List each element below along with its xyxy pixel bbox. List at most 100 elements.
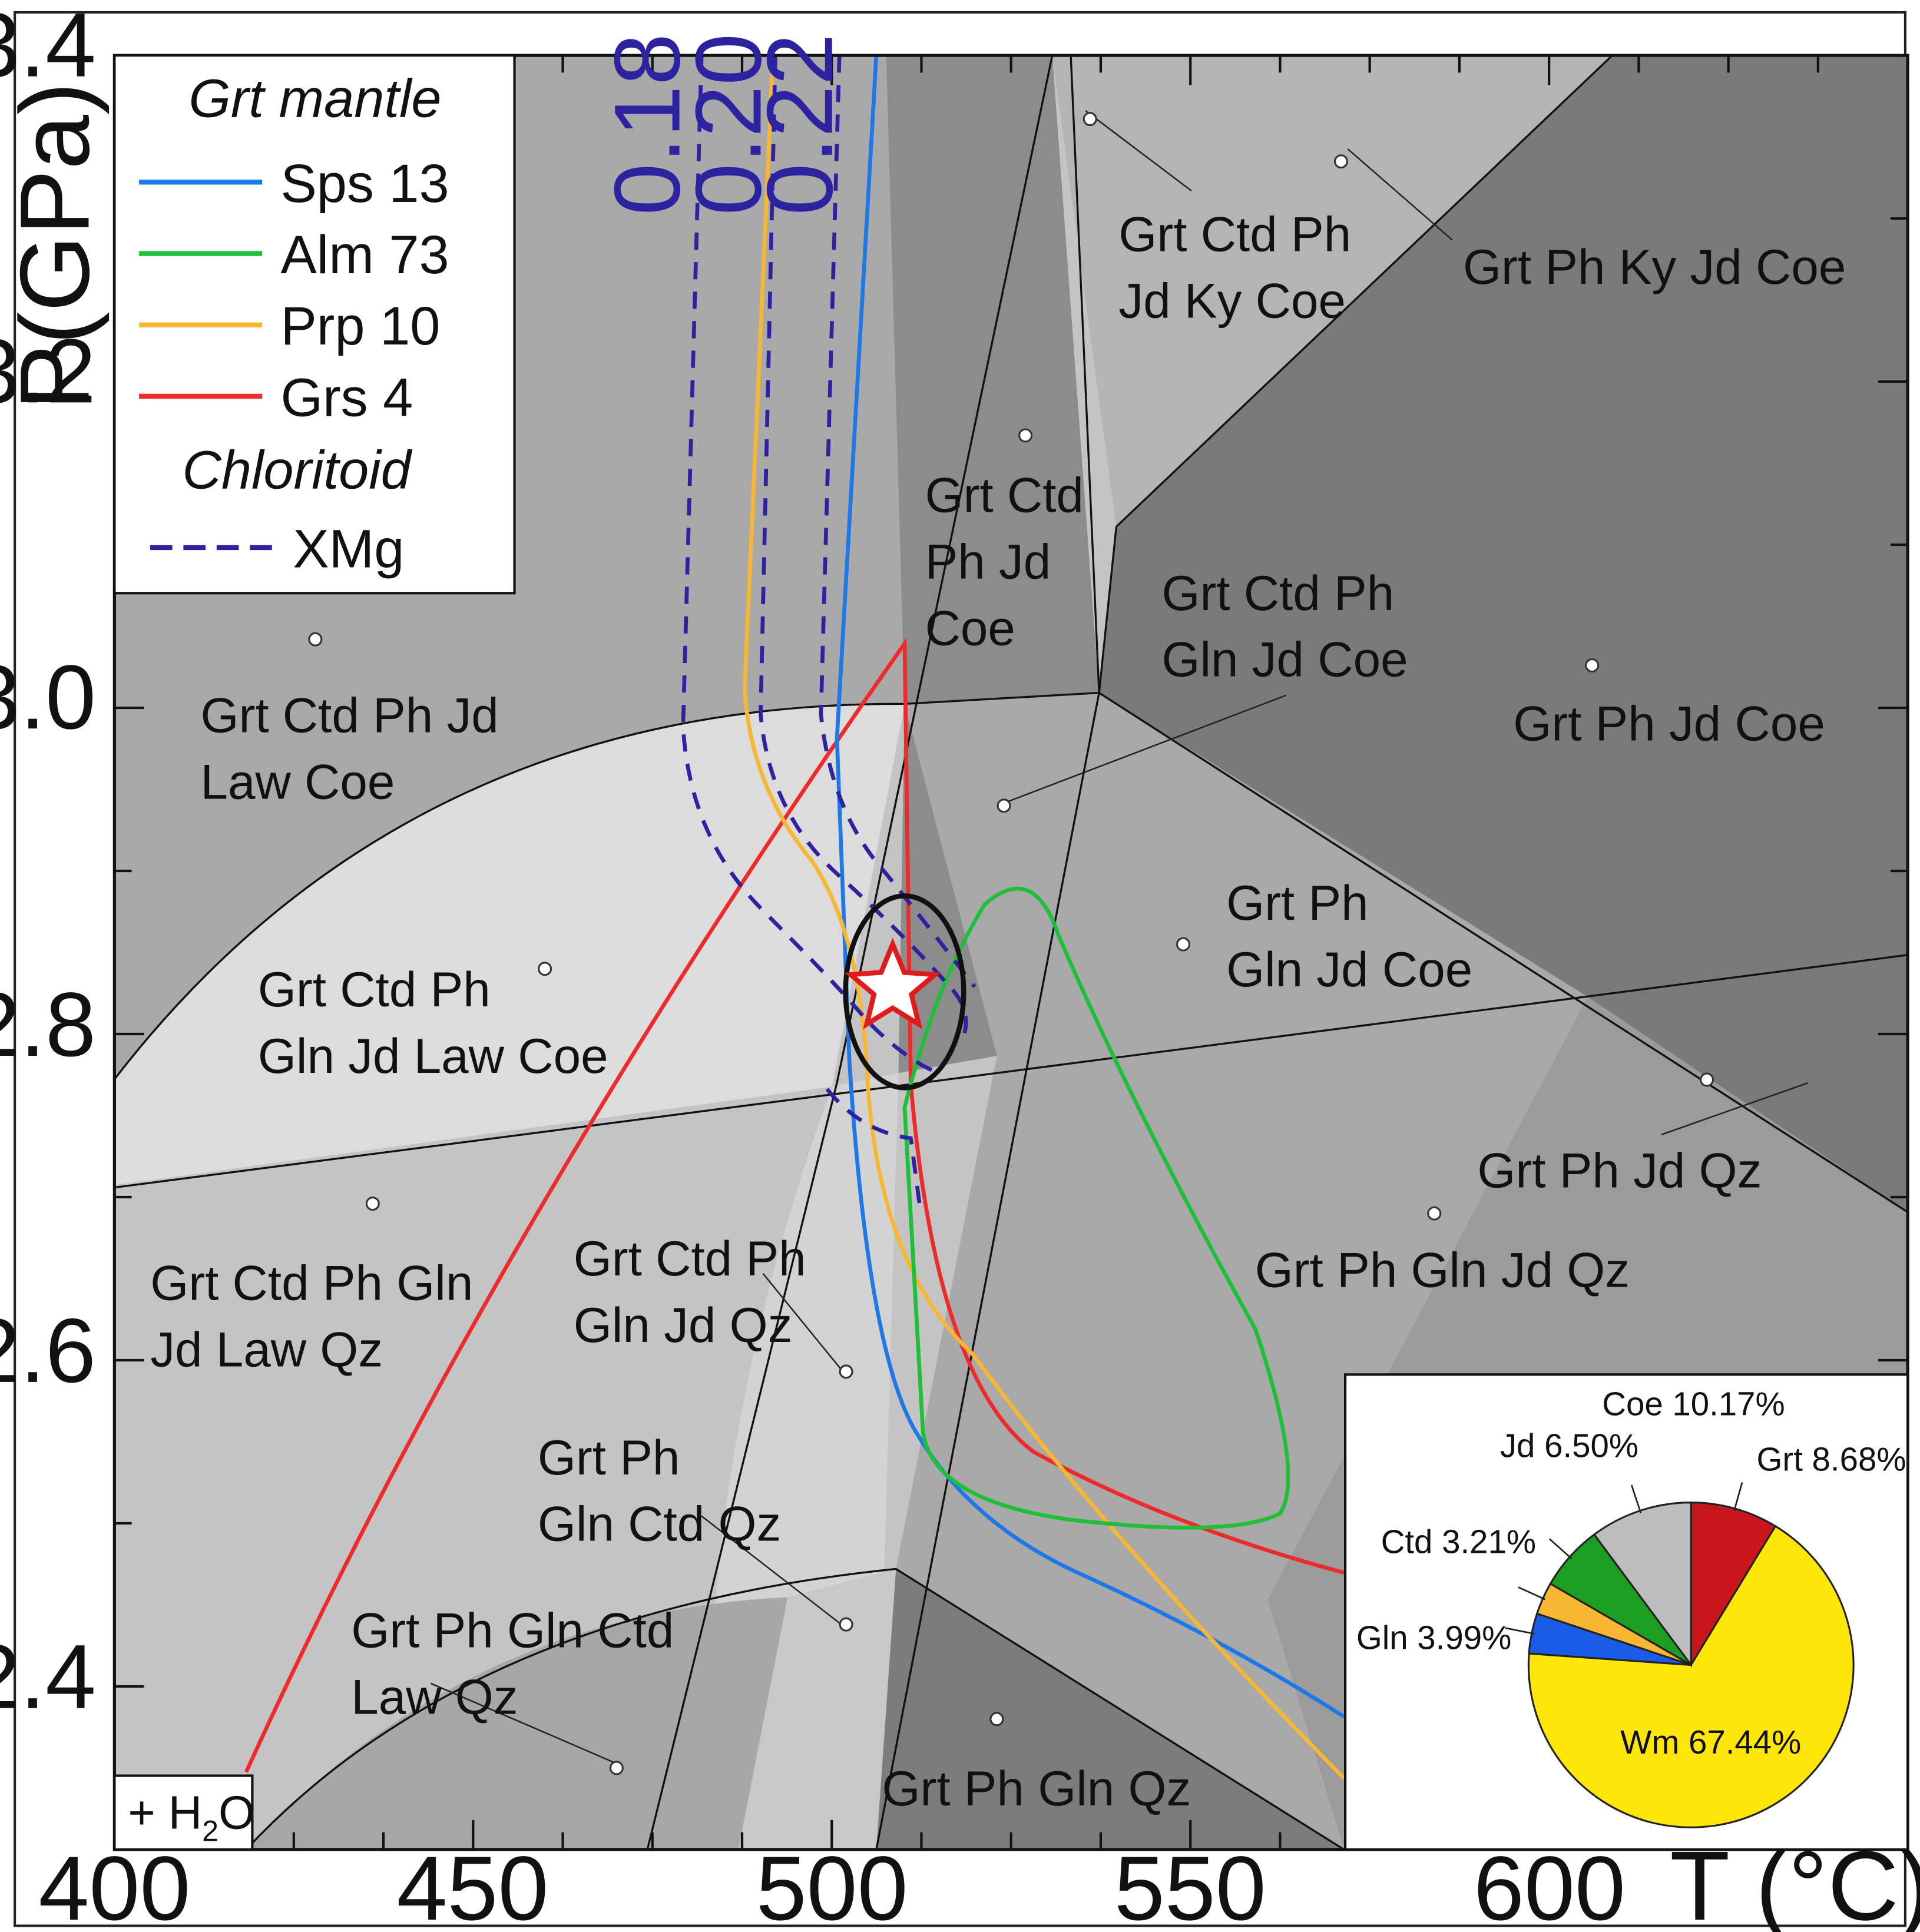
boundary-lower-dome [245, 1568, 1345, 1850]
pointer [1085, 110, 1192, 191]
isopleth-grs [244, 637, 1345, 1773]
pointer [1661, 1082, 1809, 1135]
label-pointer-lines [430, 110, 1809, 1765]
field-label: Grt Ph Gln Ctd [351, 1602, 674, 1658]
legend-label: XMg [293, 519, 404, 579]
field-marker [1585, 658, 1600, 673]
x-tick-label: 500 [756, 1837, 908, 1932]
field-marker [365, 1197, 380, 1211]
xmg-label-020: 0.20 [676, 34, 780, 216]
y-tick-label: 2.6 [0, 1300, 96, 1401]
field-label: Gln Jd Coe [1161, 632, 1408, 687]
phase-boundaries [114, 55, 1908, 1850]
modal-abundance-pie: Grt 8.68% Wm 67.44% Gln 3.99% Ctd 3.21% Jd 6… [1344, 1373, 1909, 1851]
x-tick-label: 400 [38, 1837, 190, 1932]
pie-leader [1630, 1484, 1642, 1513]
field-marker [839, 1364, 853, 1379]
pointer [430, 1682, 620, 1765]
field-marker [1700, 1072, 1714, 1087]
field-marker [839, 1617, 853, 1632]
pie-label: Gln 3.99% [1356, 1619, 1511, 1656]
peak-pt-star [844, 937, 941, 1030]
field-grt-ph-gln-ctd-law-qz [246, 1597, 788, 1850]
y-tick-label: 3.2 [0, 320, 96, 422]
field-grt-ctd-ph-jd-coe [886, 55, 1100, 704]
x-tick-label: 550 [1114, 1837, 1266, 1932]
field-label: Gln Jd Qz [574, 1297, 793, 1353]
pie-label: Grt 8.68% [1757, 1440, 1906, 1477]
field-label: Grt Ctd Ph [1118, 206, 1351, 261]
field-label: Grt Ctd Ph [258, 962, 491, 1017]
x-axis: 400 450 500 550 600 T (°C) [38, 1831, 1920, 1932]
field-label: Grt Ctd Ph [574, 1231, 806, 1286]
field-label: Grt Ph Gln Qz [882, 1761, 1191, 1816]
legend-label: Prp 10 [280, 296, 440, 356]
boundary-ky-in [1115, 55, 1613, 528]
h2o-label: + H2O [128, 1786, 254, 1847]
legend-title-grt-mantle: Grt mantle [188, 69, 441, 129]
field-marker [997, 798, 1011, 813]
legend-label: Alm 73 [280, 225, 449, 285]
x-tick-label: 450 [396, 1837, 548, 1932]
field-label: Ph Jd [925, 533, 1051, 589]
pointer [701, 1515, 845, 1628]
boundary-qz-coe [114, 954, 1908, 1189]
field-label: Jd Law Qz [150, 1321, 383, 1377]
field-label: Grt Ctd [925, 468, 1084, 523]
isopleth-xmg-022 [819, 55, 976, 989]
field-label: Law Qz [351, 1669, 518, 1724]
field-label: Coe [925, 600, 1015, 655]
pie-leader [1505, 1627, 1535, 1635]
field-marker [1427, 1206, 1442, 1221]
field-label: Gln Jd Law Coe [258, 1028, 608, 1083]
pie-label: Jd 6.50% [1500, 1427, 1638, 1464]
y-tick-label: 3.4 [0, 0, 96, 96]
field-grt-ctd-ph-gln-jd-law-coe [114, 704, 905, 1185]
y-axis-title: P(GPa) [0, 82, 110, 410]
field-label: Grt Ph Ky Jd Coe [1463, 239, 1846, 294]
pie-labels: Grt 8.68% Wm 67.44% Gln 3.99% Ctd 3.21% Jd 6… [1356, 1385, 1906, 1761]
xmg-label-018: 0.18 [595, 34, 700, 216]
pie-label: Coe 10.17% [1602, 1385, 1785, 1422]
h2o-note: + H2O [113, 1774, 255, 1851]
legend-label: Grs 4 [280, 367, 413, 428]
field-label: Law Coe [200, 754, 395, 809]
pointer [762, 1273, 845, 1374]
field-grt-ph-gln-qz [876, 1569, 1344, 1850]
xmg-isopleth-labels: 0.18 0.20 0.22 [595, 34, 852, 216]
legend-entries: Sps 13 Alm 73 Prp 10 Grs 4 XMg [139, 154, 449, 579]
field-marker [1018, 428, 1033, 443]
field-marker [609, 1761, 624, 1775]
field-grt-ph-gln-jd-coe [904, 692, 1588, 1056]
pie-slice [1527, 1525, 1855, 1828]
field-label: Grt Ctd Ph Gln [150, 1255, 473, 1310]
legend-title-chloritoid: Chloritoid [182, 440, 412, 501]
field-labels: Grt Ctd Ph Jd Law Coe Grt Ctd Ph Gln Jd Law… [150, 206, 1846, 1816]
pie-label: Wm 67.44% [1620, 1724, 1801, 1761]
field-marker [538, 962, 552, 976]
field-label: Grt Ph Gln Jd Qz [1255, 1242, 1630, 1297]
pointer [1347, 148, 1453, 241]
isopleths [244, 55, 1346, 1780]
field-label: Grt Ctd Ph Jd [200, 688, 498, 743]
y-tick-label: 2.8 [0, 973, 96, 1075]
field-label: Grt Ph Jd Qz [1477, 1142, 1762, 1198]
y-tick-label: 3.0 [0, 646, 96, 748]
field-marker [1083, 112, 1097, 127]
field-marker [1333, 154, 1348, 169]
legend: Grt mantle Sps 13 Alm 73 Prp 10 Grs 4 XMg Ch… [113, 54, 516, 595]
pie-leader [1518, 1586, 1546, 1600]
isopleth-xmg-018 [681, 55, 934, 1073]
y-axis: 3.4 3.2 3.0 2.8 2.6 2.4 P(GPa) [0, 0, 110, 1728]
field-label: Grt Ph [538, 1430, 680, 1485]
isopleth-xmg-020 [759, 55, 968, 1037]
pie-leader [1549, 1538, 1573, 1559]
boundary-ctd-ky [1098, 526, 1118, 693]
pie-label: Ctd 3.21% [1381, 1523, 1536, 1560]
uncertainty-ellipse [843, 893, 966, 1091]
isopleth-alm [902, 886, 1290, 1530]
field-marker [308, 632, 323, 647]
field-label: Gln Ctd Qz [538, 1496, 781, 1552]
